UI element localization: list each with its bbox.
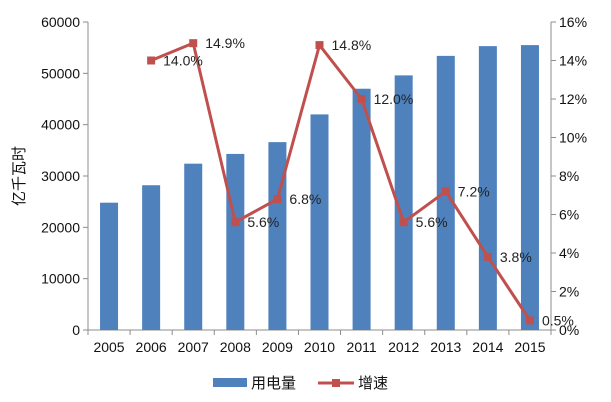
data-label: 14.9% <box>205 35 245 51</box>
x-tick-label: 2006 <box>136 339 167 355</box>
bar <box>352 88 371 330</box>
bar <box>142 185 161 330</box>
y-tick-label-right: 6% <box>559 207 579 223</box>
bar <box>184 163 203 330</box>
y-tick-label-right: 14% <box>559 53 587 69</box>
y-tick-label-left: 20000 <box>41 219 80 235</box>
y-tick-label-right: 16% <box>559 14 587 30</box>
data-label: 14.0% <box>163 53 203 69</box>
data-label: 7.2% <box>458 183 490 199</box>
x-tick-label: 2013 <box>430 339 461 355</box>
bar <box>268 142 287 330</box>
y-tick-label-right: 0% <box>559 322 579 338</box>
line-point <box>273 195 282 204</box>
legend-label-line: 增速 <box>358 374 388 392</box>
line-point <box>399 218 408 227</box>
data-label: 14.8% <box>332 37 372 53</box>
y-tick-label-left: 30000 <box>41 168 80 184</box>
bar <box>394 75 413 331</box>
line-point <box>189 39 198 48</box>
bar <box>478 46 497 330</box>
bar <box>520 45 539 330</box>
y-tick-label-left: 60000 <box>41 14 80 30</box>
data-label: 5.6% <box>416 214 448 230</box>
y-tick-label-right: 8% <box>559 168 579 184</box>
y-tick-label-right: 12% <box>559 91 587 107</box>
y-tick-label-right: 2% <box>559 284 579 300</box>
x-tick-label: 2009 <box>262 339 293 355</box>
line-point <box>231 218 240 227</box>
y-tick-label-right: 4% <box>559 245 579 261</box>
line-point <box>441 187 450 196</box>
data-label: 0.5% <box>542 312 574 328</box>
data-label: 5.6% <box>247 214 279 230</box>
x-tick-label: 2007 <box>178 339 209 355</box>
y-tick-label-right: 10% <box>559 130 587 146</box>
legend: 用电量 增速 <box>213 374 388 392</box>
x-tick-label: 2010 <box>304 339 335 355</box>
x-tick-label: 2008 <box>220 339 251 355</box>
bar <box>226 153 245 330</box>
y-tick-label-left: 40000 <box>41 117 80 133</box>
x-tick-label: 2012 <box>388 339 419 355</box>
bar <box>100 202 119 330</box>
data-label: 6.8% <box>289 191 321 207</box>
y-tick-label-left: 10000 <box>41 271 80 287</box>
x-tick-label: 2011 <box>347 339 377 355</box>
line-point <box>525 316 534 325</box>
growth-line <box>150 41 532 322</box>
data-label: 12.0% <box>374 91 414 107</box>
legend-marker-line <box>332 379 340 387</box>
line-point <box>483 252 492 261</box>
legend-swatch-bar <box>213 378 247 387</box>
legend-label-bar: 用电量 <box>251 374 296 392</box>
bar <box>310 114 329 331</box>
x-tick-label: 2015 <box>514 339 545 355</box>
y-axis-label: 亿千瓦时 <box>10 146 28 206</box>
line-point <box>357 95 366 103</box>
x-tick-label: 2005 <box>93 339 124 355</box>
line-point <box>147 56 156 65</box>
line-point <box>315 41 324 50</box>
y-tick-label-left: 50000 <box>41 65 80 81</box>
data-label: 3.8% <box>500 249 532 265</box>
x-tick-label: 2014 <box>472 339 503 355</box>
y-tick-label-left: 0 <box>72 322 80 338</box>
